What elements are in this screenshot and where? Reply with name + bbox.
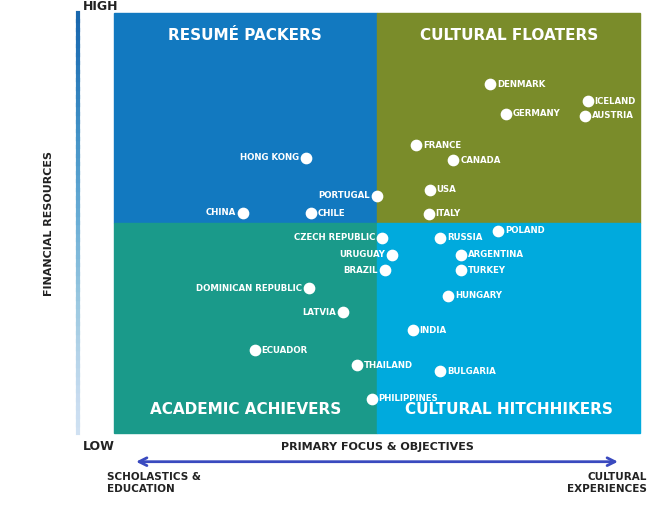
Point <box>380 266 390 274</box>
Point <box>250 346 260 354</box>
Point <box>367 395 377 403</box>
Text: CULTURAL HITCHHIKERS: CULTURAL HITCHHIKERS <box>405 403 612 418</box>
Text: ACADEMIC ACHIEVERS: ACADEMIC ACHIEVERS <box>150 403 341 418</box>
Text: LOW: LOW <box>83 440 115 453</box>
Point <box>456 251 467 259</box>
Point <box>493 227 503 235</box>
Point <box>237 208 248 216</box>
Point <box>456 266 467 274</box>
Point <box>387 251 397 259</box>
Point <box>377 234 387 242</box>
Text: PHILIPPINES: PHILIPPINES <box>378 394 438 404</box>
Text: POLAND: POLAND <box>505 226 545 235</box>
Text: ECUADOR: ECUADOR <box>262 346 308 354</box>
Text: CHILE: CHILE <box>318 209 346 218</box>
Text: HONG KONG: HONG KONG <box>240 153 299 163</box>
Point <box>580 112 590 120</box>
Text: SCHOLASTICS &
EDUCATION: SCHOLASTICS & EDUCATION <box>107 472 201 494</box>
Point <box>424 185 435 193</box>
Text: RESUMÉ PACKERS: RESUMÉ PACKERS <box>168 28 322 43</box>
Text: CHINA: CHINA <box>205 208 236 217</box>
Point <box>443 291 453 300</box>
Bar <box>114 223 377 433</box>
Text: DENMARK: DENMARK <box>497 80 545 89</box>
Text: AUSTRIA: AUSTRIA <box>592 111 634 121</box>
Point <box>423 210 434 218</box>
Text: GERMANY: GERMANY <box>513 109 560 119</box>
Point <box>306 209 317 218</box>
Text: RUSSIA: RUSSIA <box>447 233 482 242</box>
Text: CANADA: CANADA <box>460 155 500 165</box>
Text: PRIMARY FOCUS & OBJECTIVES: PRIMARY FOCUS & OBJECTIVES <box>281 443 473 452</box>
Text: ARGENTINA: ARGENTINA <box>468 250 524 259</box>
Point <box>408 326 418 334</box>
Bar <box>377 13 640 223</box>
Text: USA: USA <box>437 185 456 194</box>
Text: FRANCE: FRANCE <box>423 141 462 150</box>
Point <box>337 308 348 317</box>
Point <box>435 367 445 376</box>
Point <box>372 192 382 200</box>
Text: URUGUAY: URUGUAY <box>339 250 385 259</box>
Point <box>485 80 495 88</box>
Text: BULGARIA: BULGARIA <box>447 367 496 376</box>
Text: CULTURAL FLOATERS: CULTURAL FLOATERS <box>419 28 598 43</box>
Point <box>500 110 511 118</box>
Text: HUNGARY: HUNGARY <box>455 291 502 300</box>
Point <box>435 234 445 242</box>
Text: BRAZIL: BRAZIL <box>344 266 378 275</box>
Text: PORTUGAL: PORTUGAL <box>318 191 370 200</box>
Point <box>448 156 458 164</box>
Text: ICELAND: ICELAND <box>595 96 636 106</box>
Point <box>582 97 593 105</box>
Text: FINANCIAL RESOURCES: FINANCIAL RESOURCES <box>44 151 54 295</box>
Text: CZECH REPUBLIC: CZECH REPUBLIC <box>294 233 376 242</box>
Text: HIGH: HIGH <box>83 0 119 13</box>
Text: CULTURAL
EXPERIENCES: CULTURAL EXPERIENCES <box>567 472 647 494</box>
Bar <box>114 13 377 223</box>
Point <box>352 361 362 369</box>
Point <box>301 154 311 162</box>
Text: TURKEY: TURKEY <box>468 266 506 275</box>
Point <box>411 141 422 149</box>
Text: DOMINICAN REPUBLIC: DOMINICAN REPUBLIC <box>196 284 302 293</box>
Text: THAILAND: THAILAND <box>364 361 413 370</box>
Bar <box>377 223 640 433</box>
Text: INDIA: INDIA <box>420 326 447 335</box>
Point <box>304 284 314 292</box>
Text: LATVIA: LATVIA <box>302 308 336 317</box>
Text: ITALY: ITALY <box>436 209 461 219</box>
